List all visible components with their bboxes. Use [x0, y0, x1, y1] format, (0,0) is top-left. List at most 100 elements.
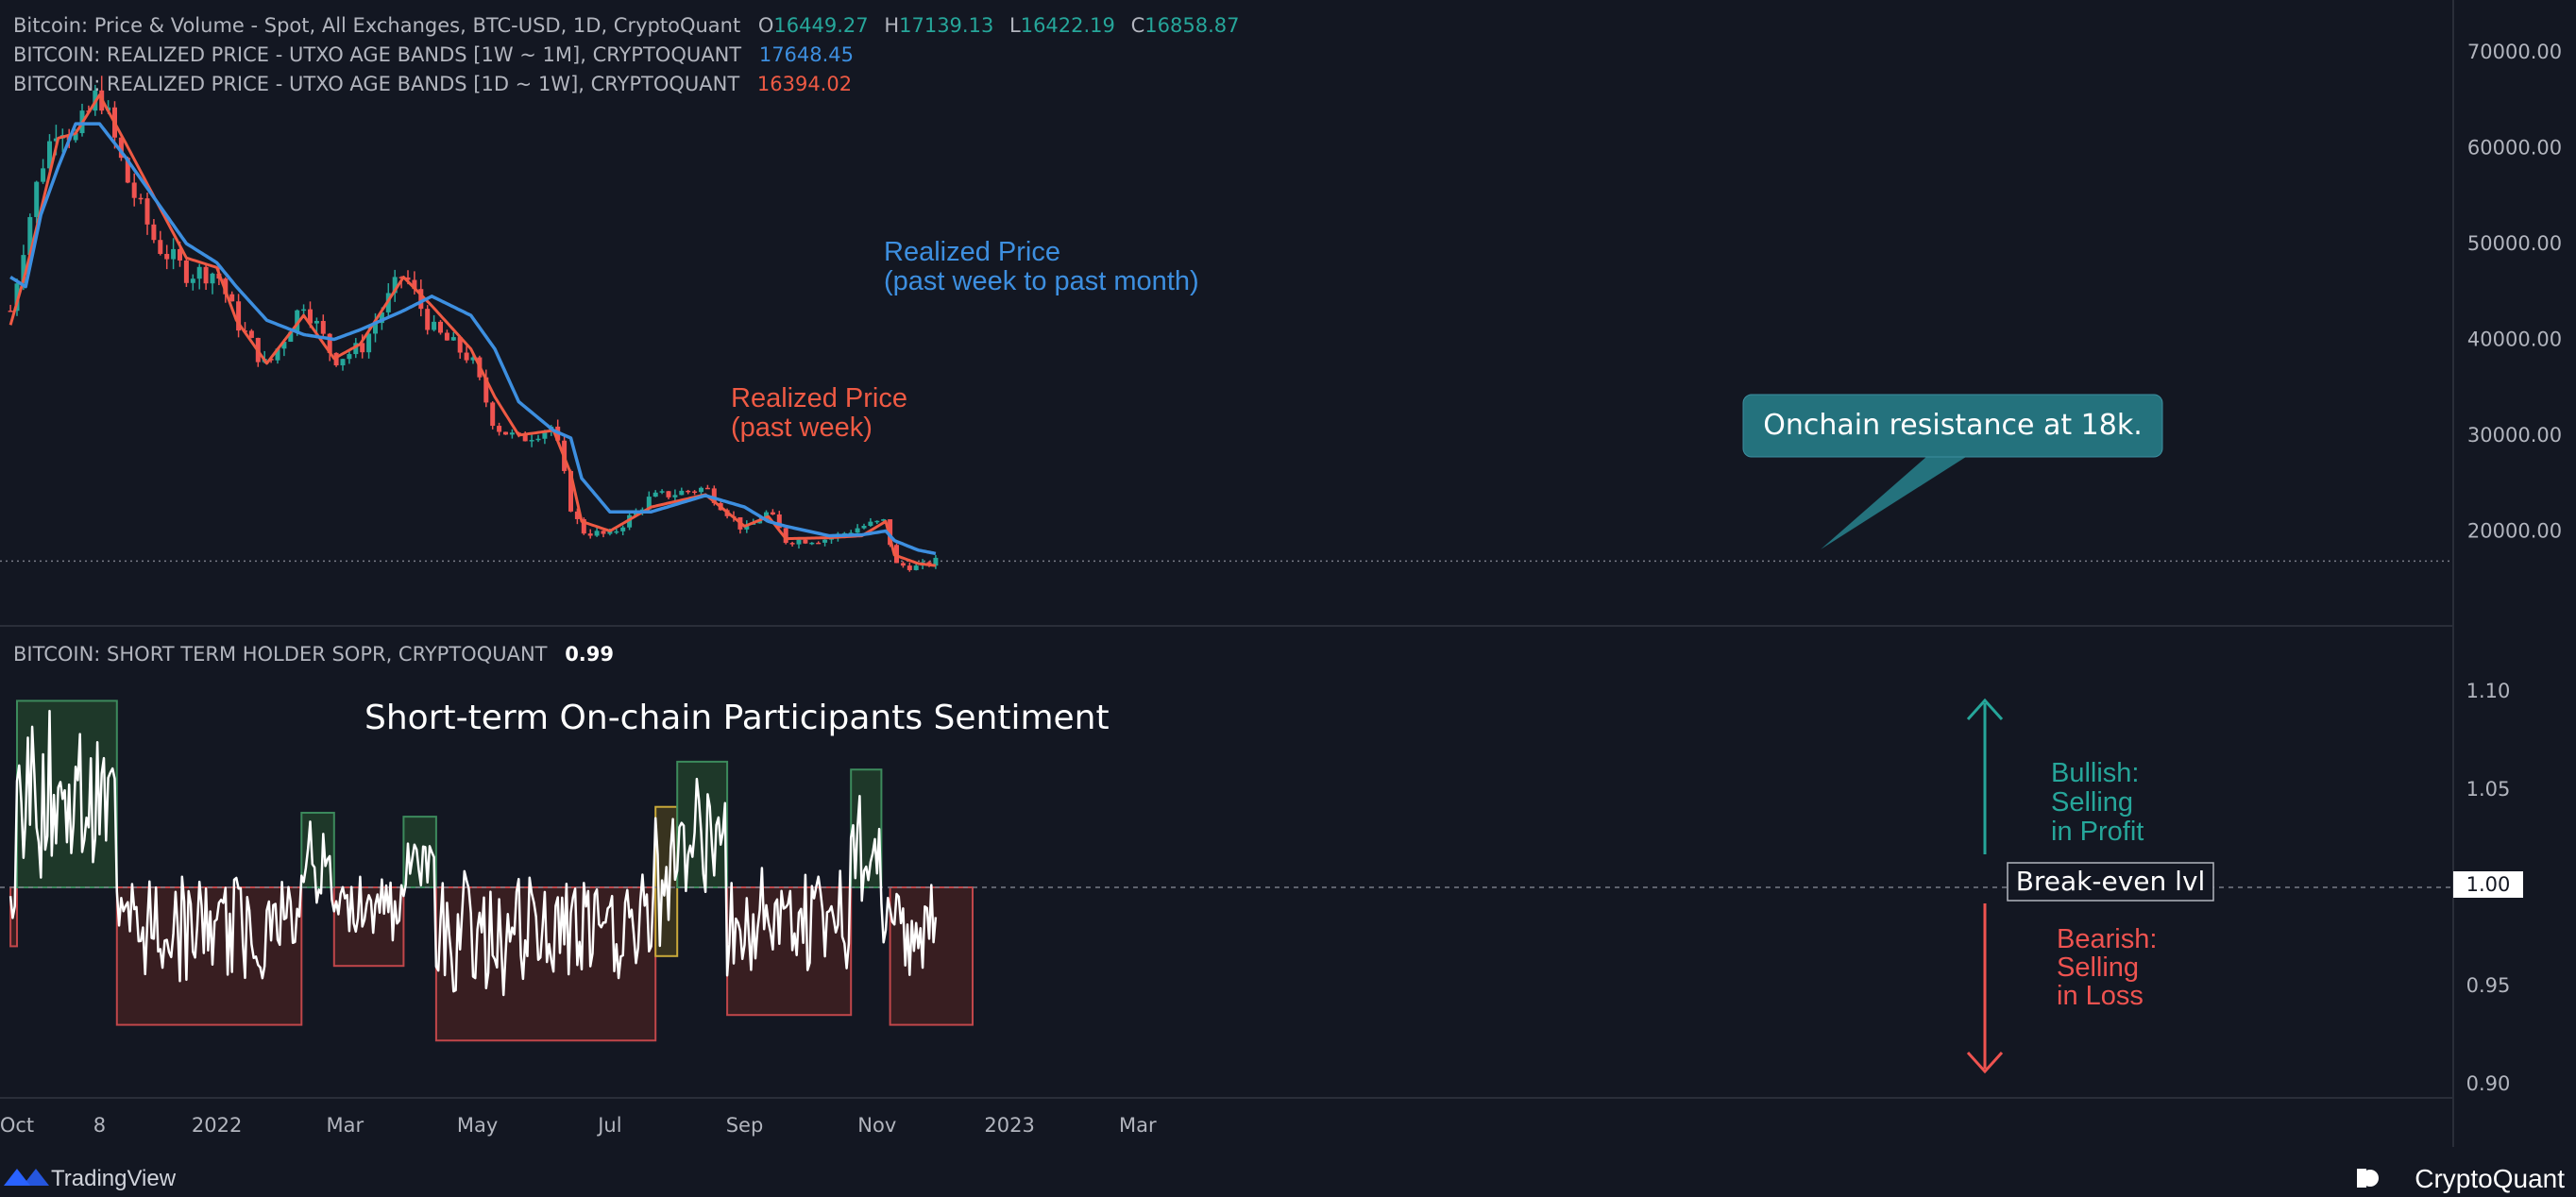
- price-candle: [900, 561, 906, 568]
- sopr-series: [8, 709, 938, 997]
- candle-body: [861, 526, 867, 529]
- candle-body: [438, 321, 443, 333]
- time-axis-tick-label: Mar: [1119, 1114, 1157, 1137]
- price-candle: [699, 486, 703, 496]
- realized-price-1w1m-line: [9, 122, 937, 556]
- price-candle: [210, 272, 215, 295]
- candle-body: [639, 509, 645, 512]
- candle-body: [53, 138, 59, 142]
- candle-body: [21, 255, 26, 284]
- price-candle: [704, 484, 710, 490]
- candle-body: [535, 438, 541, 441]
- candle-body: [796, 539, 802, 545]
- candle-body: [783, 528, 788, 544]
- price-candle: [14, 278, 20, 316]
- candle-body: [855, 528, 860, 533]
- candle-body: [340, 359, 346, 366]
- candle-body: [614, 531, 619, 533]
- price-candle: [483, 369, 489, 408]
- candle-body: [574, 511, 580, 519]
- candle-body: [320, 320, 326, 334]
- candle-body: [744, 524, 750, 530]
- price-candle: [138, 194, 144, 205]
- candle-body: [607, 531, 613, 534]
- price-candle: [151, 219, 157, 244]
- price-candle: [874, 520, 880, 525]
- candle-body: [464, 352, 469, 361]
- price-candle: [601, 530, 606, 538]
- candle-body: [666, 491, 671, 497]
- candle-body: [229, 294, 235, 302]
- candle-body: [522, 434, 528, 442]
- candle-body: [699, 487, 703, 493]
- price-candle: [789, 541, 795, 547]
- candle-body: [151, 224, 157, 241]
- candle-body: [347, 354, 352, 360]
- sopr-regime-bull: [300, 811, 335, 889]
- candle-body: [679, 490, 685, 496]
- candle-body: [450, 337, 456, 341]
- candle-body: [248, 330, 254, 338]
- price-candle: [783, 527, 788, 545]
- candle-body: [281, 342, 287, 349]
- candle-body: [529, 440, 534, 442]
- cryptoquant-logo-icon: [2357, 1169, 2379, 1188]
- candle-body: [275, 348, 280, 361]
- price-axis-tick-label: 60000.00: [2467, 137, 2562, 160]
- price-candle: [809, 542, 815, 546]
- price-candle: [861, 523, 867, 530]
- price-candle: [47, 134, 52, 171]
- candle-body: [509, 432, 515, 435]
- callout-text: Onchain resistance at 18k.: [1763, 409, 2143, 442]
- candle-body: [314, 320, 319, 324]
- legend-price-title: Bitcoin: Price & Volume - Spot, All Exch…: [13, 14, 740, 37]
- time-axis-ticks: Oct 8 2022 Mar May Jul Sep Nov 2023 Mar: [0, 1114, 1157, 1137]
- candle-body: [894, 545, 899, 564]
- legend-o-value: 16449.27: [773, 14, 868, 37]
- bearish-label-1: Bearish:: [2057, 924, 2157, 954]
- candle-body: [672, 495, 678, 497]
- candle-body: [308, 309, 313, 324]
- breakeven-label: Break-even lvl: [2016, 866, 2206, 897]
- price-candle: [535, 434, 541, 443]
- realized-price-1d1w-line: [8, 93, 937, 567]
- breakeven-label-box: [2007, 862, 2214, 902]
- candle-body: [704, 487, 710, 490]
- price-candle: [144, 193, 150, 235]
- price-candle: [34, 180, 40, 224]
- price-candle: [659, 489, 665, 495]
- legend-c-label: C: [1131, 14, 1145, 37]
- bearish-label-2: Selling: [2057, 953, 2139, 983]
- legend-l-value: 16422.19: [1021, 14, 1115, 37]
- price-candle: [497, 422, 502, 436]
- price-candle: [171, 238, 177, 270]
- candle-body: [659, 491, 665, 493]
- price-candle: [770, 509, 775, 515]
- candle-body: [770, 512, 775, 514]
- candle-body: [360, 343, 365, 353]
- bullish-label-2: Selling: [2051, 787, 2133, 818]
- realized-price-lines: [8, 93, 937, 567]
- candle-body: [190, 278, 195, 283]
- legend-h-label: H: [884, 14, 899, 37]
- bearish-arrow-head: [1966, 1051, 2004, 1074]
- price-candle: [490, 401, 496, 430]
- candle-body: [601, 531, 606, 534]
- legend-1w1m-value: 17648.45: [759, 43, 854, 66]
- tradingview-logo-icon: [4, 1169, 49, 1186]
- legend-1d1w-label: BITCOIN: REALIZED PRICE - UTXO AGE BANDS…: [13, 73, 739, 95]
- candle-body: [900, 563, 906, 566]
- candle-body: [138, 197, 144, 200]
- price-candle: [164, 244, 170, 270]
- annotation-realized-1w1m-line2: (past week to past month): [884, 266, 1199, 296]
- candle-body: [503, 431, 508, 435]
- candle-body: [888, 519, 893, 546]
- price-candle: [620, 525, 626, 536]
- candle-body: [809, 542, 815, 545]
- price-candle: [822, 538, 828, 547]
- price-candle: [444, 329, 449, 341]
- price-candle: [450, 331, 456, 341]
- price-candle: [432, 314, 437, 332]
- price-candle: [666, 490, 671, 499]
